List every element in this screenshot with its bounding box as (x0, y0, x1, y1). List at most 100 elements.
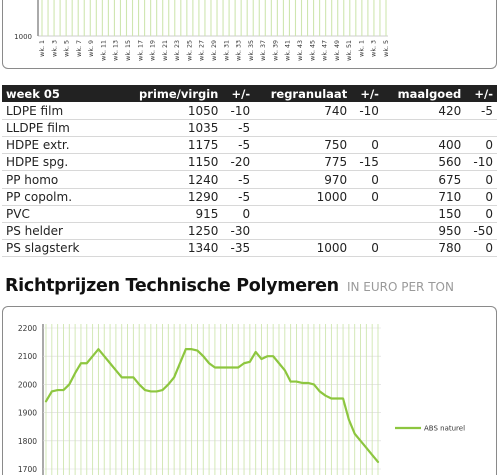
table-header-cell: +/- (222, 85, 255, 103)
material-name-cell: PP copolm. (6, 189, 73, 204)
material-name-cell: HDPE spg. (6, 155, 69, 170)
table-row: PVC 915 0 150 0 (2, 205, 497, 223)
price-cell: 0 (485, 189, 493, 204)
x-tick-label: wk. 45 (309, 40, 316, 61)
price-cell: -5 (238, 189, 251, 204)
table-header: week 05 prime/virgin +/- regranulaat +/- maal… (2, 85, 497, 103)
x-tick-label: wk. 13 (113, 40, 120, 61)
price-cell: 1340 (187, 241, 219, 256)
x-tick-label: wk. 19 (150, 40, 157, 61)
price-cell: 0 (485, 138, 493, 153)
price-table: week 05 prime/virgin +/- regranulaat +/- maal… (2, 85, 497, 257)
price-cell: -30 (230, 224, 251, 239)
top-chart-svg: 1000 wk. 1 wk. 3 wk. 5 wk. 7 wk. 9 wk. 11 wk. 1… (14, 0, 390, 61)
y-tick-label: 2100 (18, 352, 37, 361)
x-tick-label: wk. 23 (174, 40, 181, 61)
price-cell: 970 (324, 172, 348, 187)
x-tick-label: wk. 17 (137, 40, 144, 61)
price-cell: 1175 (187, 138, 219, 153)
y-tick-label: 2200 (18, 324, 37, 333)
x-tick-label: wk. 33 (236, 40, 243, 61)
x-tick-label: wk. 51 (346, 40, 353, 61)
price-cell: -5 (238, 172, 251, 187)
price-cell: 1250 (187, 224, 219, 239)
x-tick-label: wk. 11 (100, 40, 107, 61)
price-cell: -35 (230, 241, 251, 256)
table-row: PS slagsterk 1340 -35 1000 0 780 0 (2, 240, 497, 257)
material-name-cell: PVC (6, 206, 30, 221)
price-cell: 740 (324, 103, 348, 118)
x-tick-label: wk. 9 (88, 40, 95, 57)
table-header-cell: maalgoed (382, 85, 466, 103)
x-tick-label: wk. 29 (211, 40, 218, 61)
x-tick-label: wk. 5 (383, 40, 390, 57)
price-cell: 675 (438, 172, 462, 187)
y-tick-label: 1000 (14, 33, 32, 41)
x-tick-label: wk. 43 (297, 40, 304, 61)
price-cell: 915 (195, 206, 219, 221)
price-cell: 1050 (187, 103, 219, 118)
table-row: HDPE spg. 1150 -20 775 -15 560 -10 (2, 154, 497, 171)
series-line-abs-naturel (44, 348, 380, 464)
x-tick-label: wk. 15 (125, 40, 132, 61)
price-cell: -5 (481, 103, 493, 118)
material-name-cell: HDPE extr. (6, 138, 70, 153)
price-cell: 1150 (187, 155, 219, 170)
x-tick-label: wk. 7 (76, 40, 83, 57)
x-tick-label: wk. 5 (64, 40, 71, 57)
x-tick-label: wk. 49 (334, 40, 341, 61)
price-cell: -5 (238, 120, 251, 135)
price-cell: -10 (230, 103, 251, 118)
price-cell: 0 (371, 189, 379, 204)
x-tick-label: wk. 25 (186, 40, 193, 61)
price-cell: 560 (438, 155, 462, 170)
material-name-cell: PS helder (6, 224, 63, 239)
price-cell (465, 119, 497, 136)
table-header-cell: +/- (465, 85, 497, 103)
table-header-cell: week 05 (2, 85, 122, 103)
price-cell: 0 (485, 172, 493, 187)
price-cell: -15 (359, 155, 379, 170)
price-cell: -5 (238, 138, 251, 153)
table-header-cell: +/- (351, 85, 383, 103)
x-tick-label: wk. 39 (272, 40, 279, 61)
table-row: LLDPE film 1035 -5 (2, 119, 497, 137)
price-cell: 1035 (187, 120, 219, 135)
technical-polymers-chart-svg: 1700 1800 1900 2000 2100 2200 ABS naturel (18, 324, 465, 475)
section-title-unit: IN EURO PER TON (346, 280, 454, 294)
price-cell: 400 (438, 138, 462, 153)
x-tick-label: wk. 47 (322, 40, 329, 61)
price-cell: -10 (473, 155, 493, 170)
table-row: PP homo 1240 -5 970 0 675 0 (2, 171, 497, 189)
price-cell (254, 223, 351, 240)
price-cell: 420 (438, 103, 462, 118)
x-tick-label: wk. 35 (248, 40, 255, 61)
x-tick-label: wk. 3 (371, 40, 378, 57)
x-tick-label: wk. 1 (358, 40, 365, 57)
price-cell: 750 (324, 138, 348, 153)
table-row: HDPE extr. 1175 -5 750 0 400 0 (2, 137, 497, 154)
price-cell: 1290 (187, 189, 219, 204)
table-body: LDPE film 1050 -10 740 -10 420 -5 LLDPE film 103… (2, 102, 497, 257)
x-tick-label: wk. 21 (162, 40, 169, 61)
x-tick-label: wk. 41 (285, 40, 292, 61)
price-cell: 0 (371, 241, 379, 256)
material-name-cell: PS slagsterk (6, 241, 80, 256)
price-cell: 710 (438, 189, 462, 204)
material-name-cell: LLDPE film (6, 120, 70, 135)
price-cell: 0 (485, 241, 493, 256)
table-row: PS helder 1250 -30 950 -50 (2, 223, 497, 240)
weekly-price-chart-partial: 1000 wk. 1 wk. 3 wk. 5 wk. 7 wk. 9 wk. 11 wk. 1… (0, 0, 499, 70)
price-cell: 1000 (316, 189, 348, 204)
chart-frame (2, 0, 497, 69)
technical-polymers-chart: 1700 1800 1900 2000 2100 2200 ABS naturel (2, 306, 497, 475)
material-name-cell: PP homo (6, 172, 59, 187)
table-header-cell: regranulaat (254, 85, 352, 103)
section-title-text: Richtprijzen Technische Polymeren (5, 276, 339, 296)
price-cell: -20 (230, 155, 251, 170)
section-title: Richtprijzen Technische Polymeren IN EUR… (5, 276, 454, 296)
price-cell: 780 (438, 241, 462, 256)
price-cell (351, 223, 383, 240)
table-row: LDPE film 1050 -10 740 -10 420 -5 (2, 102, 497, 120)
price-cell (383, 119, 465, 136)
